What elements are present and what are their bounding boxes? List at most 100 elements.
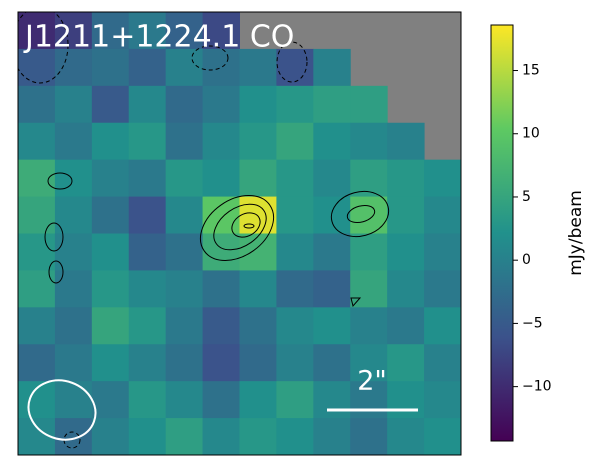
pixel — [424, 418, 461, 455]
pixel — [313, 418, 351, 455]
colorbar-tick-label: 10 — [522, 126, 540, 142]
pixel — [91, 270, 130, 308]
pixel — [128, 122, 167, 161]
scalebar-label: 2" — [357, 366, 387, 397]
pixel — [54, 381, 93, 419]
pixel — [91, 159, 130, 198]
pixel — [128, 159, 167, 198]
pixel — [128, 344, 167, 382]
pixel — [54, 85, 93, 124]
pixel — [54, 344, 93, 382]
colorbar-tick-label: −10 — [522, 379, 552, 395]
colorbar-label: mJy/beam — [566, 190, 586, 276]
pixel — [276, 48, 314, 87]
pixel — [91, 122, 130, 161]
pixel — [128, 233, 167, 271]
pixel — [387, 381, 425, 419]
pixel — [128, 85, 167, 124]
pixel — [313, 381, 351, 419]
contour — [330, 190, 390, 238]
pixel — [239, 85, 277, 124]
pixel — [54, 270, 93, 308]
frame — [17, 11, 462, 456]
chart-title: J1211+1224.1 CO — [23, 20, 294, 55]
pixel — [165, 48, 204, 87]
pixel — [91, 418, 130, 455]
pixel — [424, 270, 461, 308]
pixel — [239, 233, 277, 271]
pixel — [91, 307, 130, 345]
pixel — [313, 233, 351, 271]
pixel — [128, 418, 167, 455]
contour — [44, 222, 64, 252]
pixel — [128, 307, 167, 345]
pixel — [18, 344, 56, 382]
pixel — [313, 159, 351, 198]
colorbar-tick-label: 5 — [522, 189, 531, 205]
pixel — [239, 307, 277, 345]
pixel — [91, 48, 130, 87]
contour — [200, 195, 274, 261]
pixel — [387, 233, 425, 271]
pixel — [313, 307, 351, 345]
pixel — [276, 270, 314, 308]
pixel — [350, 196, 388, 234]
beam — [27, 379, 97, 441]
pixel — [387, 159, 425, 198]
pixel — [18, 159, 56, 198]
pixel — [239, 270, 277, 308]
pixel — [424, 344, 461, 382]
pixel — [18, 233, 56, 271]
pixel — [276, 381, 314, 419]
pixel — [165, 418, 204, 455]
pixel — [54, 48, 93, 87]
pixel — [313, 270, 351, 308]
pixel — [239, 418, 277, 455]
pixel — [54, 307, 93, 345]
pixel — [165, 122, 204, 161]
pixel — [276, 307, 314, 345]
pixel — [165, 12, 204, 50]
pixel — [276, 122, 314, 161]
colorbar — [490, 24, 514, 442]
contour — [47, 172, 73, 190]
pixel — [165, 85, 204, 124]
pixel — [350, 159, 388, 198]
pixel — [18, 381, 56, 419]
contour — [231, 212, 261, 238]
pixel — [165, 381, 204, 419]
pixel — [239, 122, 277, 161]
pixel — [128, 381, 167, 419]
pixel — [202, 48, 240, 87]
pixel — [387, 418, 425, 455]
pixel — [276, 344, 314, 382]
pixel — [387, 196, 425, 234]
pixel — [387, 344, 425, 382]
pixel — [202, 159, 240, 198]
pixel — [202, 418, 240, 455]
pixel — [424, 233, 461, 271]
pixel — [350, 85, 388, 124]
pixel — [239, 381, 277, 419]
contour — [346, 204, 376, 224]
pixel — [276, 196, 314, 234]
contour — [213, 203, 267, 251]
colorbar-tick-label: 0 — [522, 252, 531, 268]
pixel — [387, 307, 425, 345]
pixel — [276, 85, 314, 124]
pixel — [54, 418, 93, 455]
pixel — [424, 196, 461, 234]
pixel — [202, 122, 240, 161]
pixel — [202, 381, 240, 419]
pixel — [91, 233, 130, 271]
pixel — [313, 48, 351, 87]
pixel — [424, 307, 461, 345]
pixel — [350, 381, 388, 419]
pixel — [239, 159, 277, 198]
pixel — [18, 12, 56, 50]
pixel — [91, 85, 130, 124]
pixel — [128, 196, 167, 234]
pixel — [165, 344, 204, 382]
contour — [350, 297, 362, 308]
pixel — [18, 307, 56, 345]
